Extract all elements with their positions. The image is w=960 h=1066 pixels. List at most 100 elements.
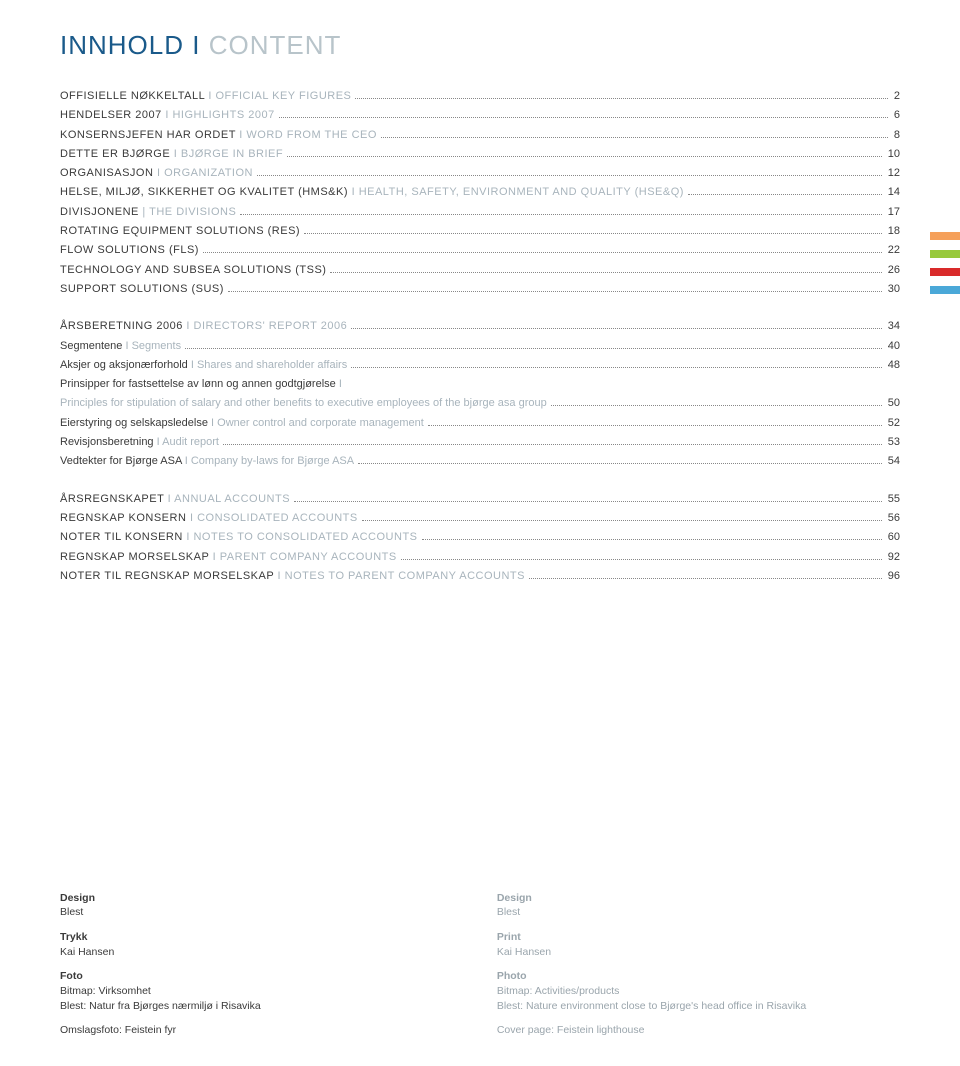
toc-gap xyxy=(60,474,900,492)
toc-primary: TECHNOLOGY AND SUBSEA SOLUTIONS (TSS) xyxy=(60,264,326,276)
toc-label: Eierstyring og selskapsledelse I Owner c… xyxy=(60,416,424,430)
credits: DesignBlestTrykkKai HansenFotoBitmap: Vi… xyxy=(60,891,900,1049)
toc-primary: DETTE ER BJØRGE xyxy=(60,148,170,160)
toc-entry: TECHNOLOGY AND SUBSEA SOLUTIONS (TSS)26 xyxy=(60,263,900,277)
toc-secondary: OFFICIAL KEY FIGURES xyxy=(215,90,351,102)
toc-label: Aksjer og aksjonærforhold I Shares and s… xyxy=(60,358,347,372)
toc-label: DIVISJONENE | THE DIVISIONS xyxy=(60,205,236,219)
toc-entry: ÅRSBERETNING 2006 I DIRECTORS' REPORT 20… xyxy=(60,319,900,333)
toc-secondary: ORGANIZATION xyxy=(164,167,253,179)
toc-primary: ÅRSREGNSKAPET xyxy=(60,493,164,505)
credit-block: PhotoBitmap: Activities/productsBlest: N… xyxy=(497,969,900,1013)
toc-label: OFFISIELLE NØKKELTALL I OFFICIAL KEY FIG… xyxy=(60,89,351,103)
toc-entry: Principles for stipulation of salary and… xyxy=(60,396,900,410)
toc-entry: SUPPORT SOLUTIONS (SUS)30 xyxy=(60,282,900,296)
toc-leader-dots xyxy=(330,272,881,273)
toc-primary: Eierstyring og selskapsledelse xyxy=(60,417,208,429)
toc-leader-dots xyxy=(203,252,882,253)
toc-secondary: BJØRGE IN BRIEF xyxy=(181,148,283,160)
accent-bar xyxy=(930,250,960,258)
accent-bar xyxy=(930,232,960,240)
credit-value: Blest: Natur fra Bjørges nærmiljø i Risa… xyxy=(60,999,463,1014)
credit-value: Bitmap: Activities/products xyxy=(497,984,900,999)
credit-block: Cover page: Feistein lighthouse xyxy=(497,1023,900,1038)
credit-block: Omslagsfoto: Feistein fyr xyxy=(60,1023,463,1038)
toc-primary: NOTER TIL KONSERN xyxy=(60,531,183,543)
toc-entry: Segmentene I Segments 40 xyxy=(60,339,900,353)
toc-leader-dots xyxy=(358,463,882,464)
title-secondary: CONTENT xyxy=(209,30,342,60)
toc-secondary: Owner control and corporate management xyxy=(217,417,424,429)
toc-page-number: 40 xyxy=(886,339,900,353)
toc-leader-dots xyxy=(294,501,882,502)
toc-secondary: Principles for stipulation of salary and… xyxy=(60,397,547,409)
page-title: INNHOLD I CONTENT xyxy=(60,30,900,61)
toc-primary: REGNSKAP MORSELSKAP xyxy=(60,551,209,563)
toc-label: Segmentene I Segments xyxy=(60,339,181,353)
toc-entry: KONSERNSJEFEN HAR ORDET I WORD FROM THE … xyxy=(60,128,900,142)
toc-leader-dots xyxy=(401,559,882,560)
toc-primary: Segmentene xyxy=(60,340,122,352)
title-primary: INNHOLD xyxy=(60,30,184,60)
accent-bar xyxy=(930,268,960,276)
toc-page-number: 22 xyxy=(886,243,900,257)
toc-entry: NOTER TIL REGNSKAP MORSELSKAP I NOTES TO… xyxy=(60,569,900,583)
toc-leader-dots xyxy=(304,233,882,234)
toc-primary: Vedtekter for Bjørge ASA xyxy=(60,455,182,467)
credit-heading: Design xyxy=(497,891,900,906)
credit-value: Kai Hansen xyxy=(497,945,900,960)
toc-label: ÅRSREGNSKAPET I ANNUAL ACCOUNTS xyxy=(60,492,290,506)
toc-label: ROTATING EQUIPMENT SOLUTIONS (RES) xyxy=(60,224,300,238)
toc-entry: Aksjer og aksjonærforhold I Shares and s… xyxy=(60,358,900,372)
toc-leader-dots xyxy=(428,425,882,426)
toc-secondary: HEALTH, SAFETY, ENVIRONMENT AND QUALITY … xyxy=(359,186,684,198)
toc-secondary: DIRECTORS' REPORT 2006 xyxy=(194,320,348,332)
toc-page-number: 48 xyxy=(886,358,900,372)
toc-primary: SUPPORT SOLUTIONS (SUS) xyxy=(60,283,224,295)
toc-leader-dots xyxy=(362,520,882,521)
toc-entry: ORGANISASJON I ORGANIZATION12 xyxy=(60,166,900,180)
toc-primary: NOTER TIL REGNSKAP MORSELSKAP xyxy=(60,570,274,582)
credit-block: DesignBlest xyxy=(60,891,463,920)
toc-entry: Prinsipper for fastsettelse av lønn og a… xyxy=(60,377,900,391)
toc-entry: HENDELSER 2007 I HIGHLIGHTS 20076 xyxy=(60,108,900,122)
credit-block: PrintKai Hansen xyxy=(497,930,900,959)
toc-page-number: 14 xyxy=(886,185,900,199)
toc-page-number: 17 xyxy=(886,205,900,219)
toc-primary: ÅRSBERETNING 2006 xyxy=(60,320,183,332)
toc-secondary: Shares and shareholder affairs xyxy=(197,359,347,371)
toc-entry: ÅRSREGNSKAPET I ANNUAL ACCOUNTS55 xyxy=(60,492,900,506)
toc-page-number: 34 xyxy=(886,319,900,333)
toc-page-number: 53 xyxy=(886,435,900,449)
toc-label: NOTER TIL REGNSKAP MORSELSKAP I NOTES TO… xyxy=(60,569,525,583)
toc-entry: DIVISJONENE | THE DIVISIONS 17 xyxy=(60,205,900,219)
toc-label: Principles for stipulation of salary and… xyxy=(60,396,547,410)
toc-page-number: 18 xyxy=(886,224,900,238)
toc-leader-dots xyxy=(351,328,882,329)
toc-secondary: Segments xyxy=(132,340,182,352)
toc-page-number: 96 xyxy=(886,569,900,583)
toc-entry: DETTE ER BJØRGE I BJØRGE IN BRIEF10 xyxy=(60,147,900,161)
toc-secondary: HIGHLIGHTS 2007 xyxy=(172,109,274,121)
toc-label: TECHNOLOGY AND SUBSEA SOLUTIONS (TSS) xyxy=(60,263,326,277)
toc-page-number: 52 xyxy=(886,416,900,430)
toc-entry: FLOW SOLUTIONS (FLS) 22 xyxy=(60,243,900,257)
toc-secondary: ANNUAL ACCOUNTS xyxy=(174,493,290,505)
toc-label: HENDELSER 2007 I HIGHLIGHTS 2007 xyxy=(60,108,275,122)
toc-label: SUPPORT SOLUTIONS (SUS) xyxy=(60,282,224,296)
credit-heading: Print xyxy=(497,930,900,945)
toc-page-number: 92 xyxy=(886,550,900,564)
toc-label: DETTE ER BJØRGE I BJØRGE IN BRIEF xyxy=(60,147,283,161)
toc-entry: NOTER TIL KONSERN I NOTES TO CONSOLIDATE… xyxy=(60,530,900,544)
toc-primary: HELSE, MILJØ, SIKKERHET OG KVALITET (HMS… xyxy=(60,186,348,198)
toc-primary: FLOW SOLUTIONS (FLS) xyxy=(60,244,199,256)
toc-entry: OFFISIELLE NØKKELTALL I OFFICIAL KEY FIG… xyxy=(60,89,900,103)
toc-leader-dots xyxy=(551,405,882,406)
credit-value: Blest xyxy=(497,905,900,920)
toc-leader-dots xyxy=(351,367,882,368)
toc-label: ORGANISASJON I ORGANIZATION xyxy=(60,166,253,180)
toc-leader-dots xyxy=(240,214,881,215)
toc-leader-dots xyxy=(279,117,888,118)
toc-secondary: PARENT COMPANY ACCOUNTS xyxy=(220,551,397,563)
toc-primary: KONSERNSJEFEN HAR ORDET xyxy=(60,129,236,141)
